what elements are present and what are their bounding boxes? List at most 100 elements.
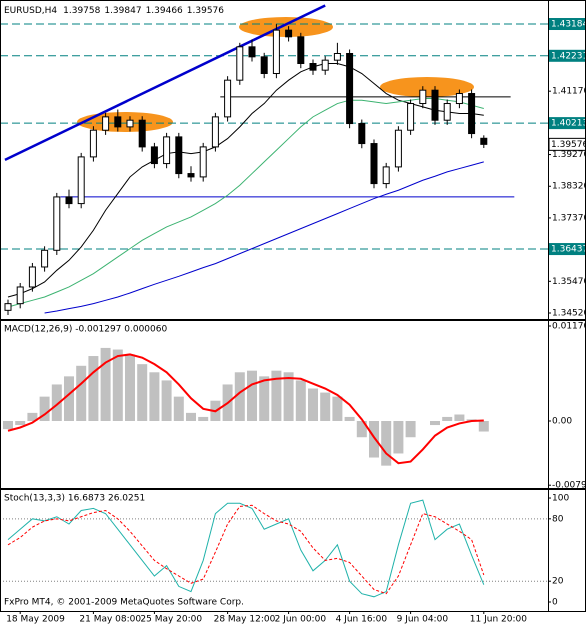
current-price-label: 1.39576 [551, 140, 586, 150]
x-tick-label: 4 Jun 16:00 [336, 615, 388, 625]
candle-body [480, 137, 488, 145]
histogram-bar [51, 384, 62, 421]
candle-body [53, 196, 61, 251]
histogram-bar [454, 414, 465, 421]
histogram-bar [430, 420, 440, 426]
histogram-bar [186, 412, 196, 421]
x-tick-label: 2 Jun 00:00 [275, 615, 327, 625]
candle-body [126, 119, 134, 128]
histogram-bar [271, 370, 282, 421]
candle-body [358, 123, 366, 145]
candle-body [65, 196, 73, 205]
candle-body [248, 46, 256, 58]
candle-body [77, 156, 85, 205]
candle-body [114, 116, 122, 128]
macd-header: MACD(12,26,9) -0.001297 0.000060 [4, 325, 167, 335]
candle-body [28, 266, 36, 288]
y-tick-label: 1.38320 [552, 182, 586, 192]
histogram-bar [173, 396, 184, 421]
histogram-bar [112, 349, 123, 421]
y-tick-label: 20 [552, 577, 564, 587]
x-tick-label: 21 May 08:00 [79, 615, 141, 625]
stoch-header: Stoch(13,3,3) 16.6873 26.0251 [4, 494, 145, 504]
highlight [380, 77, 474, 97]
symbol: EURUSD,H4 [4, 6, 57, 16]
ellipses [77, 17, 474, 132]
histogram-bar [198, 416, 209, 421]
moving-average [7, 63, 484, 298]
x-tick-label: 9 Jun 04:00 [397, 615, 449, 625]
price-header: EURUSD,H4 1.39758 1.39847 1.39466 1.39576 [4, 6, 224, 16]
high: 1.39847 [104, 6, 141, 16]
close: 1.39576 [187, 6, 224, 16]
stoch-signal [7, 504, 485, 595]
histogram-bar [100, 347, 111, 421]
histogram-bar [332, 396, 343, 421]
histogram-bar [149, 372, 160, 421]
low: 1.39466 [146, 6, 183, 16]
y-tick-label: 1.37370 [552, 213, 586, 223]
histogram-bar [15, 420, 26, 426]
histogram-bar [247, 370, 257, 421]
candle-body [297, 36, 305, 65]
histogram-bar [27, 412, 38, 421]
candle-body [163, 136, 171, 165]
candle-body [272, 29, 280, 75]
highlight [77, 112, 173, 132]
candle-body [419, 89, 427, 105]
candle-body [16, 286, 24, 305]
histogram-bar [381, 420, 392, 466]
y-tick-label: 1.41170 [552, 87, 586, 97]
candle-body [138, 119, 146, 148]
histogram-bar [442, 416, 453, 421]
histogram-bar [39, 396, 50, 421]
level-label: 1.42231 [551, 51, 586, 61]
y-tick-label: 100 [552, 494, 569, 504]
level-box [549, 117, 586, 130]
candle-body [199, 146, 207, 178]
histogram-bar [308, 388, 318, 421]
footer: FxPro MT4, © 2001-2009 MetaQuotes Softwa… [4, 598, 244, 608]
candle-body [4, 303, 12, 311]
candle-body [224, 79, 232, 118]
moving-average [44, 161, 484, 314]
histogram-bar [295, 380, 306, 421]
candle-body [370, 143, 378, 185]
candle-body [175, 136, 183, 175]
y-tick-label: 1.39270 [552, 150, 586, 160]
candle-body [468, 93, 476, 135]
histogram-bar [3, 420, 13, 430]
histogram-bar [356, 420, 367, 438]
axes: 1.43184 1.42231 1.40213 1.36437 1.41170 1.392… [6, 18, 586, 625]
signal-line [7, 353, 484, 465]
candle-body [455, 93, 463, 105]
candle-body [187, 173, 195, 178]
level-label: 1.43184 [551, 20, 586, 30]
histogram-bar [259, 376, 270, 421]
candle-body [150, 146, 158, 165]
candle-body [346, 52, 354, 125]
candle-body [443, 103, 451, 121]
macd-panel [3, 347, 489, 466]
candle-body [41, 249, 49, 268]
y-tick-label: 0 [552, 597, 558, 607]
histogram-bar [393, 420, 404, 454]
candle-body [309, 63, 317, 71]
open: 1.39758 [63, 6, 100, 16]
candle-body [236, 46, 244, 81]
y-tick-label: 0.00 [552, 416, 572, 426]
histogram-bar [405, 420, 416, 438]
x-tick-label: 18 May 2009 [6, 615, 65, 625]
candle-body [89, 129, 97, 158]
histogram-bar [161, 380, 172, 421]
histogram-bar [137, 364, 148, 421]
x-tick-label: 11 Jun 20:00 [470, 615, 527, 625]
candle-body [211, 116, 219, 148]
histogram-bar [320, 392, 331, 421]
y-tick-label: 1.34520 [552, 308, 586, 318]
candle-body [285, 29, 293, 38]
candle-body [102, 116, 110, 131]
